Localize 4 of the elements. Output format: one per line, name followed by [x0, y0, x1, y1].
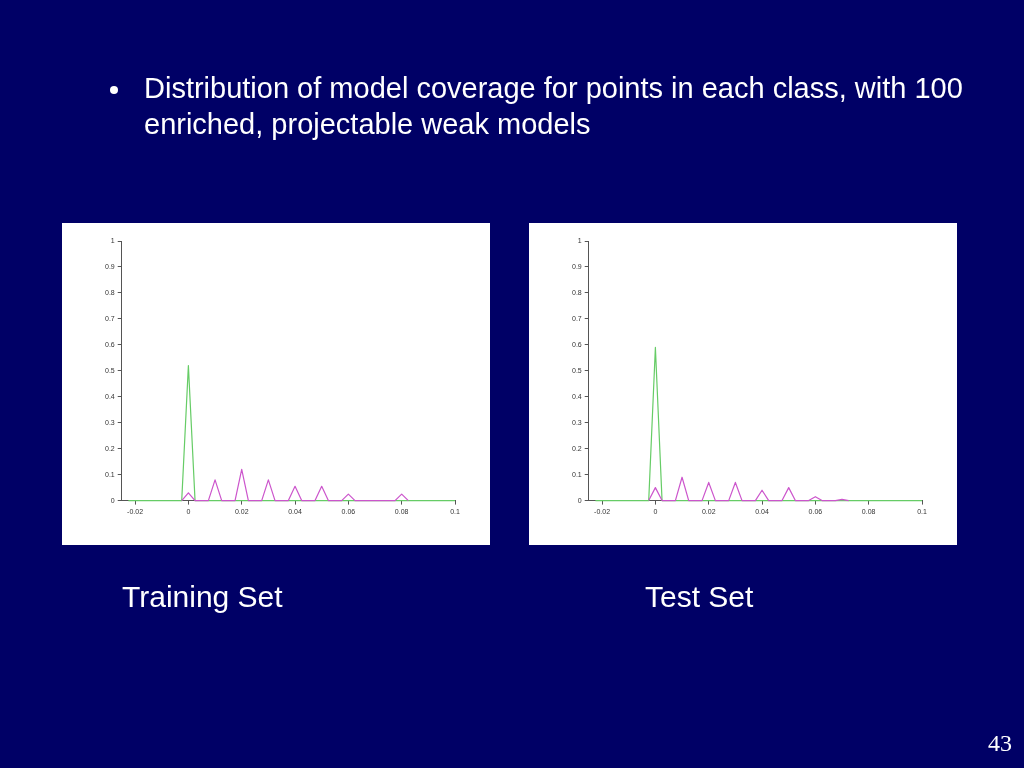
text: 43 [988, 730, 1012, 757]
text: Test Set [645, 580, 754, 614]
text: Distribution of model coverage for points in each class, with 100 enriched, projectable weak models [143, 71, 964, 142]
text: Training Set [122, 580, 283, 614]
